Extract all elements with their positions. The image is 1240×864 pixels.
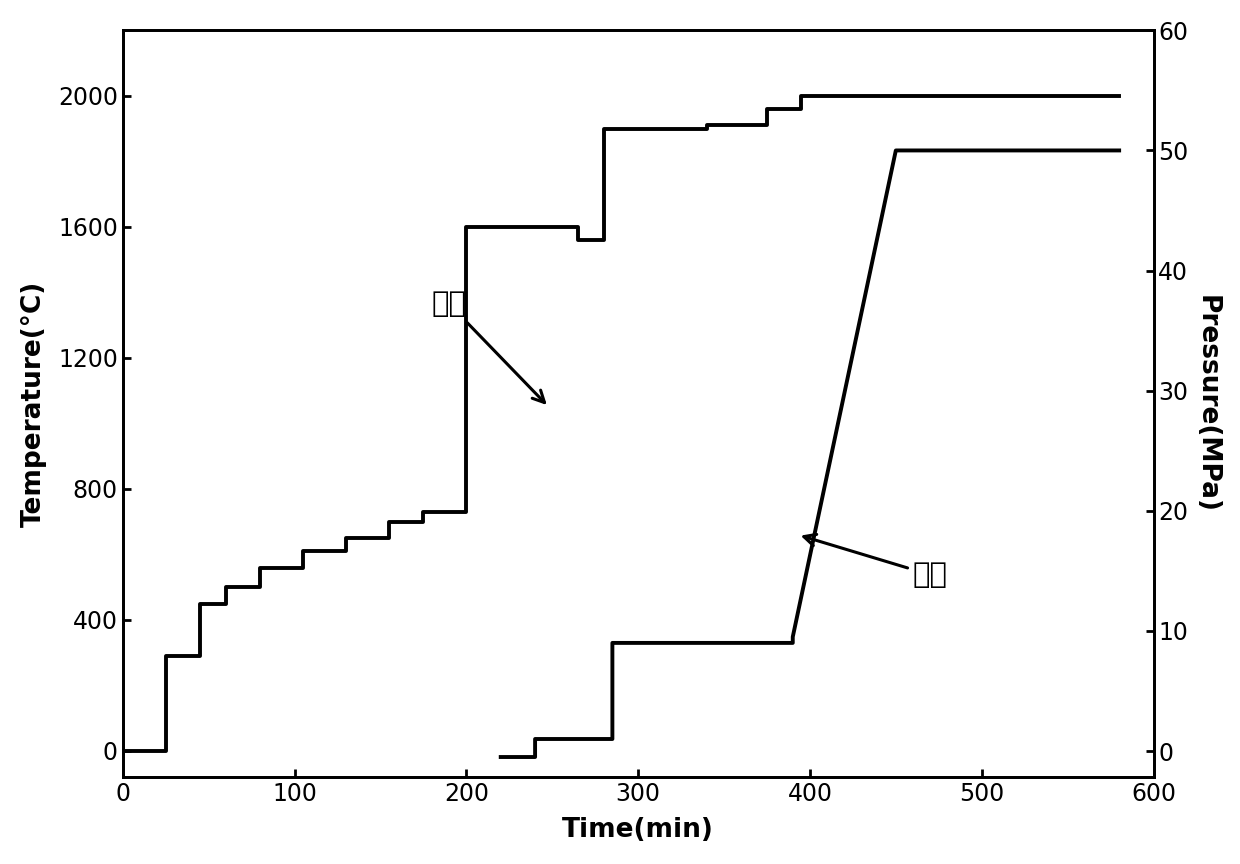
Text: 压力: 压力 xyxy=(804,535,949,589)
Y-axis label: Pressure(MPa): Pressure(MPa) xyxy=(1193,295,1219,512)
X-axis label: Time(min): Time(min) xyxy=(562,817,714,843)
Text: 温度: 温度 xyxy=(432,290,544,403)
Y-axis label: Temperature(°C): Temperature(°C) xyxy=(21,281,47,527)
